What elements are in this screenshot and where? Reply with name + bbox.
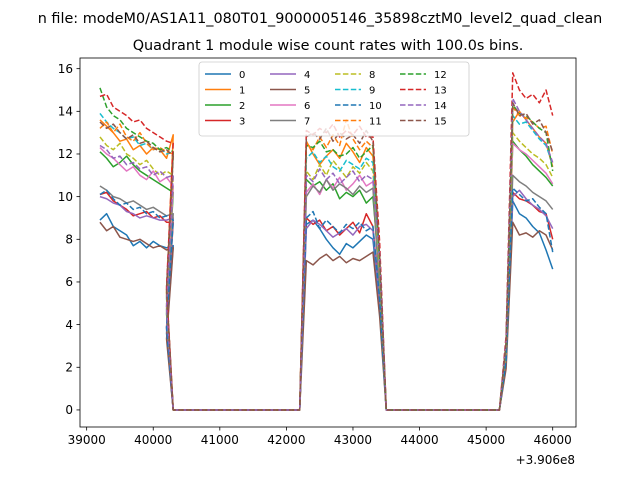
legend-label-9: 9 xyxy=(369,85,375,96)
y-tick-label: 10 xyxy=(58,190,73,204)
legend-box xyxy=(198,61,470,137)
y-tick-label: 8 xyxy=(65,233,73,247)
series-line-15 xyxy=(99,102,554,411)
x-tick-label: 44000 xyxy=(400,433,438,447)
x-tick-label: 42000 xyxy=(267,433,305,447)
y-tick-label: 4 xyxy=(65,318,73,332)
y-tick-label: 2 xyxy=(65,360,73,374)
x-tick-label: 43000 xyxy=(334,433,372,447)
legend-label-14: 14 xyxy=(434,101,447,112)
series-line-10 xyxy=(99,187,554,411)
x-tick-label: 46000 xyxy=(534,433,572,447)
chart-title: Quadrant 1 module wise count rates with … xyxy=(133,38,524,54)
legend-label-0: 0 xyxy=(239,70,245,81)
x-tick-label: 39000 xyxy=(68,433,106,447)
x-tick-label: 45000 xyxy=(467,433,505,447)
x-axis-offset-label: +3.906e8 xyxy=(516,453,575,467)
series-line-7 xyxy=(99,174,554,411)
legend-label-8: 8 xyxy=(369,70,375,81)
y-tick-label: 14 xyxy=(58,105,73,119)
legend-label-5: 5 xyxy=(304,85,310,96)
legend-label-12: 12 xyxy=(434,70,447,81)
legend-label-11: 11 xyxy=(369,116,382,127)
legend-label-1: 1 xyxy=(239,85,245,96)
y-tick-label: 6 xyxy=(65,275,73,289)
legend-label-2: 2 xyxy=(239,101,245,112)
axes-frame xyxy=(79,57,577,428)
legend-label-7: 7 xyxy=(304,116,310,127)
y-tick-label: 16 xyxy=(58,62,73,76)
y-tick-label: 0 xyxy=(65,403,73,417)
y-tick-label: 12 xyxy=(58,147,73,161)
legend-label-10: 10 xyxy=(369,101,382,112)
legend-label-4: 4 xyxy=(304,70,310,81)
x-tick-label: 40000 xyxy=(134,433,172,447)
figure-suptitle: n file: modeM0/AS1A11_080T01_9000005146_… xyxy=(38,11,603,27)
x-tick-label: 41000 xyxy=(201,433,239,447)
legend-label-6: 6 xyxy=(304,101,310,112)
legend-label-3: 3 xyxy=(239,116,245,127)
legend-label-15: 15 xyxy=(434,116,447,127)
axes: 39000 40000 41000 42000 43000 44000 45000 46000… xyxy=(58,57,577,447)
legend-label-13: 13 xyxy=(434,85,447,96)
